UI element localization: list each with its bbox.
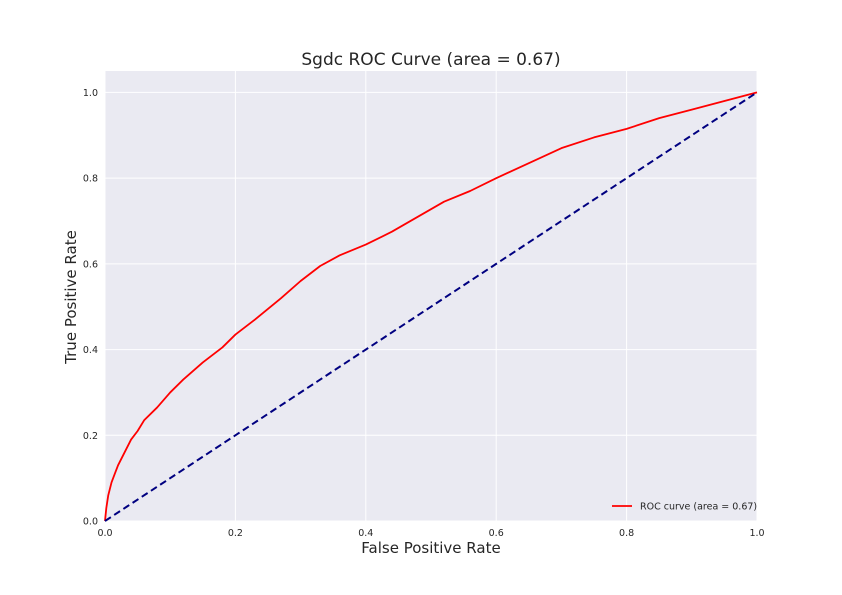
tick-labels: 0.0 0.2 0.4 0.6 0.8 1.0 0.0 0.2 0.4 0.6 0.8 1.0 (83, 88, 765, 539)
x-tick-label-2: 0.4 (358, 528, 373, 539)
y-tick-label-2: 0.4 (83, 345, 98, 356)
chart-title: Sgdc ROC Curve (area = 0.67) (301, 50, 560, 70)
y-tick-label-5: 1.0 (83, 88, 98, 99)
y-axis-label: True Positive Rate (62, 230, 80, 365)
y-tick-label-1: 0.2 (83, 431, 98, 442)
x-tick-label-1: 0.2 (228, 528, 243, 539)
series-line-roc (104, 91, 758, 522)
legend: ROC curve (area = 0.67) (612, 502, 757, 513)
y-tick-label-4: 0.8 (83, 174, 98, 185)
x-tick-label-4: 0.8 (619, 528, 634, 539)
y-tick-label-3: 0.6 (83, 259, 98, 270)
x-tick-label-5: 1.0 (749, 528, 764, 539)
series-line-diagonal (104, 91, 758, 522)
x-tick-label-3: 0.6 (489, 528, 504, 539)
x-axis-label: False Positive Rate (361, 539, 500, 557)
series-layer (104, 91, 758, 522)
x-tick-label-0: 0.0 (97, 528, 112, 539)
y-tick-label-0: 0.0 (83, 517, 98, 528)
plot-background (105, 71, 757, 521)
legend-label-roc: ROC curve (area = 0.67) (640, 502, 757, 513)
grid-lines (104, 71, 758, 522)
